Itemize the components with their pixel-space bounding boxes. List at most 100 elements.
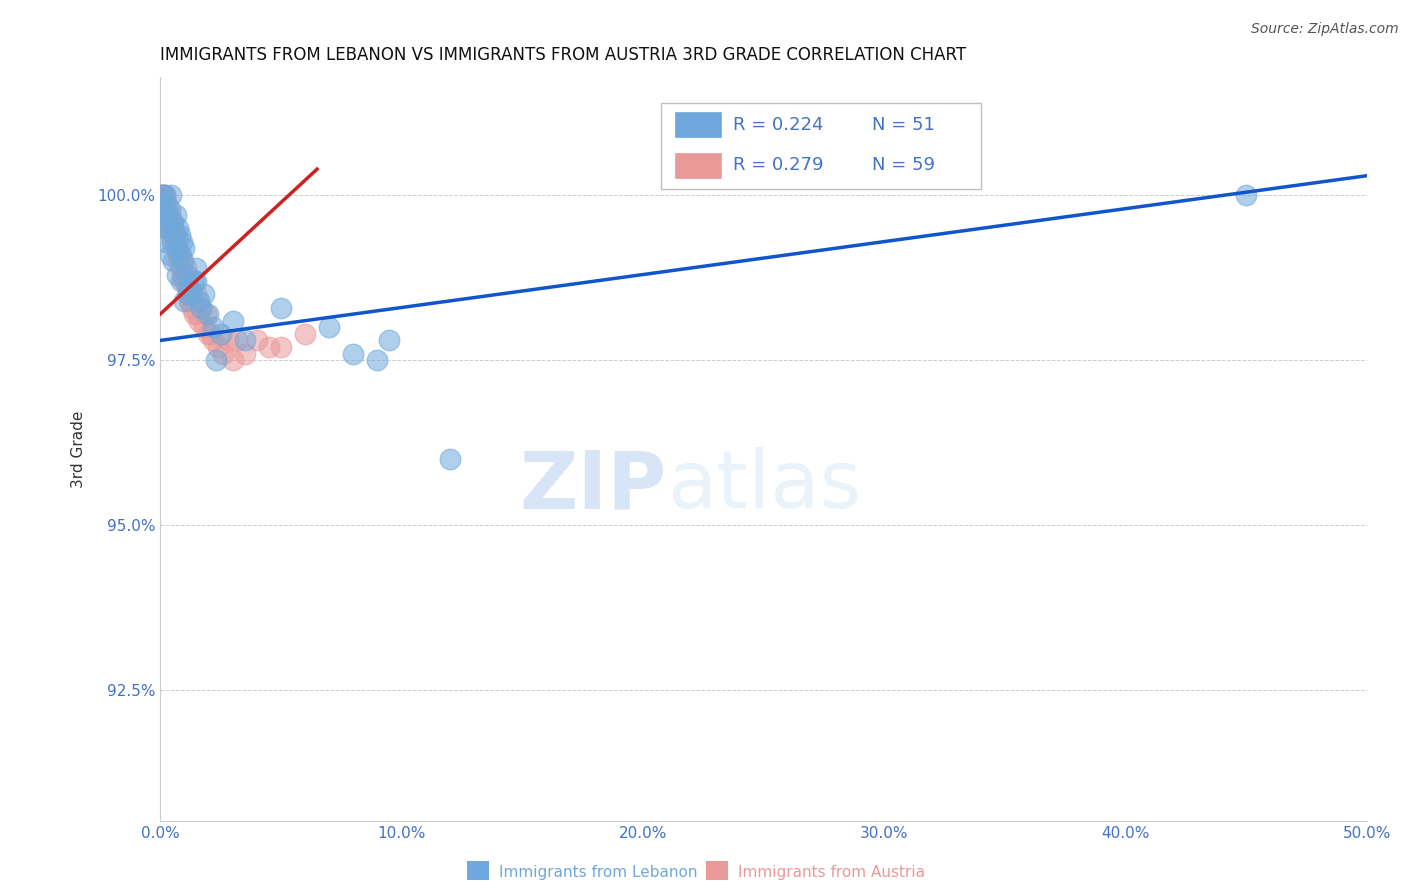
Text: Source: ZipAtlas.com: Source: ZipAtlas.com bbox=[1251, 22, 1399, 37]
Point bbox=[162, 221, 184, 235]
Point bbox=[150, 188, 173, 202]
Point bbox=[169, 227, 191, 242]
Point bbox=[162, 221, 184, 235]
Point bbox=[167, 254, 190, 268]
Point bbox=[173, 274, 195, 288]
Point bbox=[270, 301, 292, 315]
Point bbox=[212, 346, 235, 360]
Point bbox=[165, 235, 187, 249]
Point bbox=[153, 188, 176, 202]
Point bbox=[153, 195, 176, 210]
Point bbox=[179, 281, 201, 295]
Point bbox=[186, 287, 208, 301]
Point bbox=[170, 248, 193, 262]
Text: atlas: atlas bbox=[666, 448, 862, 525]
Point bbox=[221, 314, 243, 328]
Point bbox=[152, 188, 174, 202]
Point bbox=[150, 202, 173, 216]
Point bbox=[165, 227, 187, 242]
Point bbox=[157, 215, 180, 229]
Point bbox=[170, 235, 193, 249]
Point bbox=[162, 215, 184, 229]
Point bbox=[200, 326, 222, 341]
Point bbox=[160, 188, 183, 202]
Text: Immigrants from Austria: Immigrants from Austria bbox=[738, 865, 925, 880]
Point bbox=[170, 260, 193, 275]
FancyBboxPatch shape bbox=[661, 103, 981, 188]
Point bbox=[233, 346, 256, 360]
Point bbox=[169, 248, 191, 262]
Point bbox=[202, 334, 225, 348]
Point bbox=[172, 268, 194, 282]
Point bbox=[176, 281, 198, 295]
Point bbox=[177, 287, 200, 301]
Point bbox=[155, 208, 177, 222]
Text: Immigrants from Lebanon: Immigrants from Lebanon bbox=[499, 865, 697, 880]
Point bbox=[342, 346, 364, 360]
Point bbox=[159, 215, 181, 229]
Point bbox=[152, 188, 174, 202]
Point bbox=[156, 215, 179, 229]
Point bbox=[186, 274, 208, 288]
Point bbox=[180, 301, 202, 315]
Point bbox=[155, 195, 177, 210]
Point bbox=[172, 254, 194, 268]
Point bbox=[204, 353, 226, 368]
Point bbox=[156, 208, 179, 222]
Point bbox=[166, 241, 188, 255]
Point bbox=[179, 293, 201, 308]
Point bbox=[159, 208, 181, 222]
Point bbox=[163, 235, 186, 249]
Point bbox=[209, 326, 232, 341]
Point bbox=[193, 287, 215, 301]
Point bbox=[183, 274, 205, 288]
Point bbox=[366, 353, 388, 368]
Point bbox=[173, 241, 195, 255]
Point bbox=[157, 221, 180, 235]
Point bbox=[207, 340, 229, 354]
Bar bbox=[675, 153, 721, 178]
Point bbox=[217, 334, 239, 348]
Point bbox=[197, 307, 219, 321]
Point bbox=[166, 268, 188, 282]
Point bbox=[197, 326, 219, 341]
Point bbox=[221, 353, 243, 368]
Point bbox=[294, 326, 316, 341]
Point bbox=[166, 241, 188, 255]
Point bbox=[186, 307, 208, 321]
Point bbox=[153, 202, 176, 216]
Point bbox=[155, 195, 177, 210]
Point bbox=[156, 202, 179, 216]
Point bbox=[195, 307, 218, 321]
Text: N = 51: N = 51 bbox=[872, 116, 935, 134]
Point bbox=[176, 268, 198, 282]
Point bbox=[162, 215, 184, 229]
Point bbox=[152, 208, 174, 222]
Y-axis label: 3rd Grade: 3rd Grade bbox=[72, 410, 86, 488]
Text: IMMIGRANTS FROM LEBANON VS IMMIGRANTS FROM AUSTRIA 3RD GRADE CORRELATION CHART: IMMIGRANTS FROM LEBANON VS IMMIGRANTS FR… bbox=[160, 46, 966, 64]
Text: R = 0.279: R = 0.279 bbox=[734, 156, 824, 175]
Text: ZIP: ZIP bbox=[520, 448, 666, 525]
Point bbox=[257, 340, 280, 354]
Point bbox=[173, 293, 195, 308]
Point bbox=[153, 221, 176, 235]
Point bbox=[378, 334, 401, 348]
Point bbox=[439, 452, 461, 467]
Point bbox=[159, 248, 181, 262]
Point bbox=[152, 188, 174, 202]
Point bbox=[183, 307, 205, 321]
Point bbox=[150, 188, 173, 202]
Point bbox=[170, 274, 193, 288]
Point bbox=[156, 208, 179, 222]
Point bbox=[190, 301, 212, 315]
Point bbox=[233, 334, 256, 348]
Point bbox=[180, 287, 202, 301]
Point bbox=[270, 340, 292, 354]
Point bbox=[166, 248, 188, 262]
Point bbox=[177, 287, 200, 301]
Point bbox=[167, 221, 190, 235]
Point bbox=[246, 334, 269, 348]
Point bbox=[162, 254, 184, 268]
Point bbox=[162, 235, 184, 249]
Point bbox=[179, 293, 201, 308]
